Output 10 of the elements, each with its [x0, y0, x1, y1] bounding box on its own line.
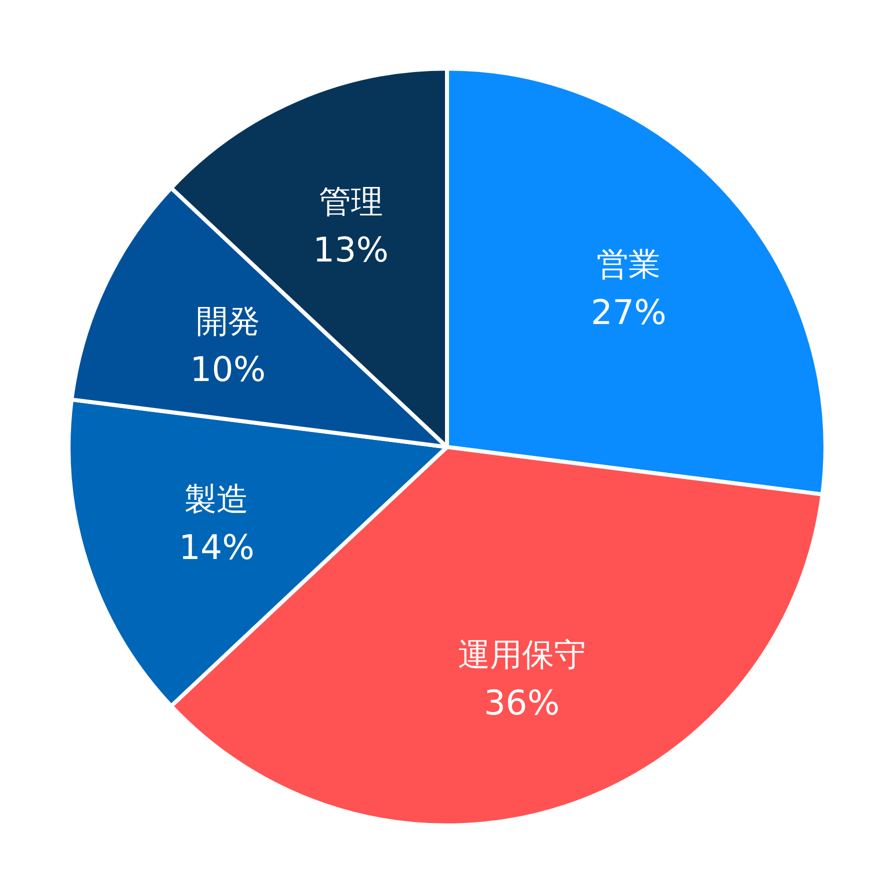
- data-label: 10%: [190, 350, 266, 390]
- slice-label: 管理: [318, 182, 383, 221]
- slice-label: 製造: [184, 480, 249, 518]
- data-label: 13%: [313, 230, 389, 271]
- data-label: 27%: [590, 292, 666, 333]
- slice-label: 営業: [596, 244, 661, 283]
- data-label: 14%: [178, 528, 254, 568]
- slice-label: 開発: [196, 302, 260, 340]
- slice-label: 運用保守: [458, 635, 586, 674]
- data-label: 36%: [484, 683, 560, 724]
